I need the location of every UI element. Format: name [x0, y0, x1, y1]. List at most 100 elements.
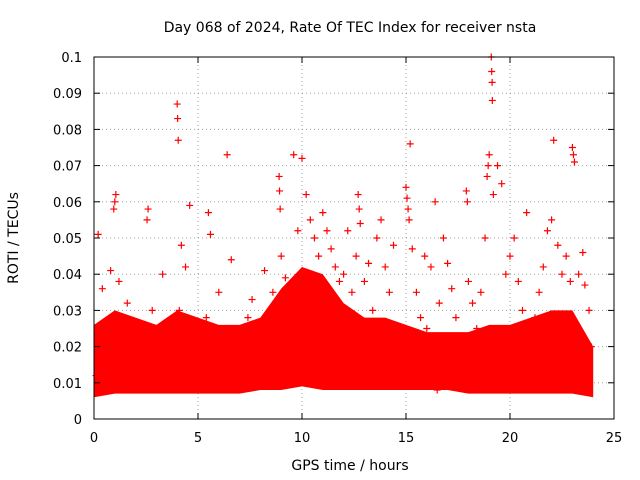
- data-point: [452, 314, 460, 322]
- data-point: [444, 259, 452, 267]
- data-point: [423, 325, 431, 332]
- data-point: [290, 151, 298, 159]
- y-tick-label: 0.07: [53, 160, 82, 175]
- data-point: [573, 372, 581, 380]
- data-point: [335, 277, 343, 285]
- y-tick-label: 0.09: [53, 87, 82, 102]
- data-point: [488, 96, 496, 104]
- data-point: [231, 357, 239, 365]
- data-point: [398, 361, 406, 369]
- data-point: [489, 191, 497, 199]
- data-point: [321, 350, 329, 358]
- data-point: [174, 115, 182, 123]
- data-point: [498, 180, 506, 188]
- y-tick-label: 0.06: [53, 196, 82, 211]
- data-point: [240, 335, 248, 343]
- data-point: [236, 350, 244, 358]
- data-point: [518, 306, 526, 314]
- data-point: [543, 227, 551, 235]
- data-point: [585, 306, 593, 314]
- data-point: [159, 270, 167, 278]
- data-point: [469, 299, 477, 307]
- data-point: [269, 288, 277, 296]
- data-point: [404, 205, 412, 213]
- data-point: [403, 194, 411, 202]
- data-point: [325, 314, 333, 322]
- y-tick-label: 0.05: [53, 232, 82, 247]
- data-point: [485, 151, 493, 159]
- data-point: [148, 306, 156, 314]
- y-tick-label: 0.04: [53, 268, 82, 283]
- data-point: [494, 162, 502, 170]
- data-point: [204, 209, 212, 217]
- data-point: [560, 379, 568, 387]
- data-point: [125, 375, 133, 383]
- data-point: [354, 191, 362, 199]
- data-point: [117, 368, 125, 376]
- data-point: [539, 263, 547, 271]
- data-point: [484, 162, 492, 170]
- data-point: [256, 343, 264, 351]
- data-point: [165, 321, 173, 329]
- data-point: [179, 361, 187, 369]
- data-point: [276, 205, 284, 213]
- data-point: [306, 216, 314, 224]
- data-point: [276, 187, 284, 195]
- data-point: [248, 296, 256, 304]
- data-point: [173, 100, 181, 108]
- data-point: [244, 314, 252, 322]
- data-point: [317, 314, 325, 322]
- data-point: [435, 299, 443, 307]
- y-tick-label: 0.03: [53, 304, 82, 319]
- data-point: [439, 234, 447, 242]
- data-point: [523, 209, 531, 217]
- data-point: [94, 230, 102, 238]
- data-point: [481, 234, 489, 242]
- data-point: [385, 288, 393, 296]
- data-point: [123, 299, 131, 307]
- data-point: [562, 252, 570, 260]
- data-point: [138, 346, 146, 354]
- data-point: [456, 343, 464, 351]
- data-point: [394, 343, 402, 351]
- data-point: [448, 285, 456, 293]
- y-tick-label: 0.02: [53, 341, 82, 356]
- data-point: [113, 314, 121, 322]
- data-point: [577, 361, 585, 369]
- data-point: [109, 361, 117, 369]
- data-point: [566, 277, 574, 285]
- data-point: [506, 252, 514, 260]
- data-point: [310, 234, 318, 242]
- data-point: [587, 343, 595, 351]
- y-axis-label: ROTI / TECUs: [6, 192, 22, 284]
- data-point: [377, 216, 385, 224]
- data-point: [327, 245, 335, 253]
- y-tick-label: 0.01: [53, 377, 82, 392]
- dense-band-area: [94, 266, 594, 398]
- data-point: [463, 198, 471, 206]
- data-point: [304, 306, 312, 314]
- data-point: [360, 277, 368, 285]
- data-point: [121, 343, 129, 351]
- data-point: [527, 335, 535, 343]
- data-point: [431, 198, 439, 206]
- data-point: [550, 136, 558, 144]
- data-point: [496, 350, 504, 358]
- x-axis-label: GPS time / hours: [291, 458, 408, 474]
- data-point: [417, 314, 425, 322]
- axis-ticks: 0 5 10 15 20 25 0 0.01 0.02 0.03 0.04 0.05 0.06 0.07 0…: [53, 51, 622, 446]
- data-point: [198, 350, 206, 358]
- data-point: [130, 353, 138, 361]
- data-point: [558, 270, 566, 278]
- data-point: [554, 241, 562, 249]
- data-point: [575, 270, 583, 278]
- data-point: [502, 270, 510, 278]
- data-point: [405, 216, 413, 224]
- data-point: [373, 234, 381, 242]
- data-point: [192, 368, 200, 376]
- data-point: [319, 209, 327, 217]
- data-point: [548, 216, 556, 224]
- data-point: [460, 361, 468, 369]
- data-point: [302, 191, 310, 199]
